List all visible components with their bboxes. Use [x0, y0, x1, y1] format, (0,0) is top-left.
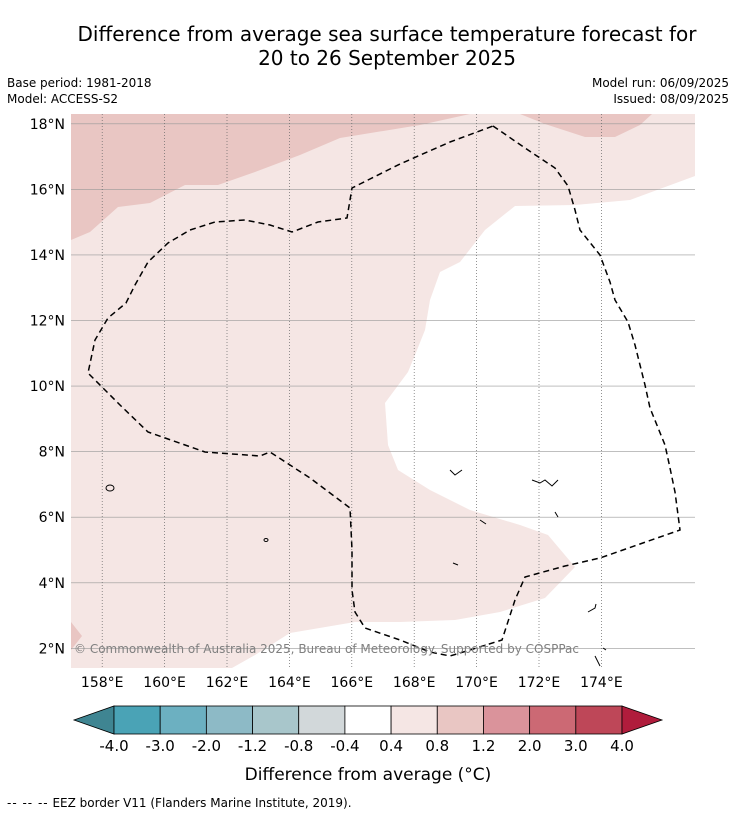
lon-label: 172°E: [518, 675, 561, 691]
lat-label: 8°N: [39, 445, 65, 461]
base-period: Base period: 1981-2018: [7, 76, 152, 90]
colorbar-tick-label: -1.2: [238, 737, 267, 755]
model-run: Model run: 06/09/2025: [591, 76, 729, 90]
lon-label: 160°E: [143, 675, 186, 691]
contour-island: [602, 647, 607, 651]
lon-label: 158°E: [81, 675, 124, 691]
contour-island: [587, 603, 597, 613]
lat-label: 16°N: [30, 182, 65, 198]
lon-label: 166°E: [331, 675, 374, 691]
colorbar-segments: [113, 705, 623, 735]
colorbar-segment: [252, 705, 300, 735]
colorbar-segment: [529, 705, 577, 735]
gridlines: [71, 114, 695, 668]
colorbar-segment: [298, 705, 346, 735]
warm-anomaly-region-southwest: [71, 622, 82, 650]
colorbar: -4.0 -3.0 -2.0 -1.2 -0.8 -0.4 0.4 0.8 1.2 2.0 3.0 4…: [72, 705, 664, 785]
contour-island: [452, 562, 459, 566]
lat-label: 2°N: [39, 641, 65, 657]
colorbar-segment: [390, 705, 438, 735]
colorbar-tick-label: 0.4: [379, 737, 403, 755]
colorbar-tick-label: -3.0: [146, 737, 175, 755]
colorbar-segment: [575, 705, 623, 735]
copyright-notice: © Commonwealth of Australia 2025, Bureau…: [74, 642, 579, 656]
meta-right: Model run: 06/09/2025 Issued: 08/09/2025: [592, 75, 729, 107]
colorbar-ticks: -4.0 -3.0 -2.0 -1.2 -0.8 -0.4 0.4 0.8 1.2 2.0 3.0 4…: [99, 737, 634, 755]
colorbar-segment: [205, 705, 253, 735]
colorbar-tick-label: -0.4: [330, 737, 359, 755]
contour-island: [531, 479, 559, 487]
contour-island: [449, 469, 463, 476]
colorbar-tick-label: -4.0: [99, 737, 128, 755]
colorbar-tick-label: 3.0: [564, 737, 588, 755]
colorbar-label: Difference from average (°C): [245, 765, 492, 785]
contour-island: [479, 519, 487, 525]
warm-anomaly-region-north: [71, 114, 470, 240]
contour-island: [554, 511, 559, 518]
longitude-labels: 158°E 160°E 162°E 164°E 166°E 168°E 170°E 172°E…: [81, 675, 623, 691]
lat-label: 4°N: [39, 576, 65, 592]
lon-label: 162°E: [206, 675, 249, 691]
colorbar-tick-label: 0.8: [425, 737, 449, 755]
lat-label: 6°N: [39, 510, 65, 526]
colorbar-tick-label: 4.0: [610, 737, 634, 755]
latitude-labels: 18°N 16°N 14°N 12°N 10°N 8°N 6°N 4°N 2°N: [30, 117, 65, 657]
contour-island: [263, 538, 269, 542]
eez-border: [87, 125, 681, 657]
contour-island: [105, 484, 115, 492]
neutral-anomaly-region: [232, 176, 695, 668]
eez-legend-text: EEZ border V11 (Flanders Marine Institut…: [52, 796, 352, 810]
colorbar-high-extend: [621, 705, 664, 735]
colorbar-segment: [113, 705, 161, 735]
contour-details: [105, 469, 607, 667]
warm-anomaly-region-northeast: [520, 114, 652, 137]
eez-legend-dash: -- -- --: [7, 796, 49, 810]
colorbar-tick-label: -2.0: [192, 737, 221, 755]
meta-left: Base period: 1981-2018 Model: ACCESS-S2: [7, 75, 152, 107]
eez-footnote: -- -- -- EEZ border V11 (Flanders Marine…: [7, 796, 352, 810]
colorbar-segment: [159, 705, 207, 735]
lon-label: 174°E: [580, 675, 623, 691]
lat-label: 18°N: [30, 117, 65, 133]
lon-label: 170°E: [455, 675, 498, 691]
contour-island: [594, 655, 601, 667]
title-line-2: 20 to 26 September 2025: [258, 46, 516, 70]
colorbar-segment: [436, 705, 484, 735]
colorbar-tick-label: 1.2: [472, 737, 496, 755]
lon-label: 168°E: [393, 675, 436, 691]
colorbar-low-extend: [72, 705, 115, 735]
issued-date: Issued: 08/09/2025: [613, 92, 729, 106]
chart-title: Difference from average sea surface temp…: [40, 22, 734, 70]
lat-label: 12°N: [30, 314, 65, 330]
lat-label: 10°N: [30, 379, 65, 395]
colorbar-segment: [344, 705, 392, 735]
model-name: Model: ACCESS-S2: [7, 92, 119, 106]
lon-label: 164°E: [268, 675, 311, 691]
colorbar-tick-label: 2.0: [518, 737, 542, 755]
title-line-1: Difference from average sea surface temp…: [77, 22, 697, 46]
lat-label: 14°N: [30, 248, 65, 264]
colorbar-segment: [483, 705, 531, 735]
colorbar-tick-label: -0.8: [284, 737, 313, 755]
map-panel: © Commonwealth of Australia 2025, Bureau…: [71, 114, 695, 668]
